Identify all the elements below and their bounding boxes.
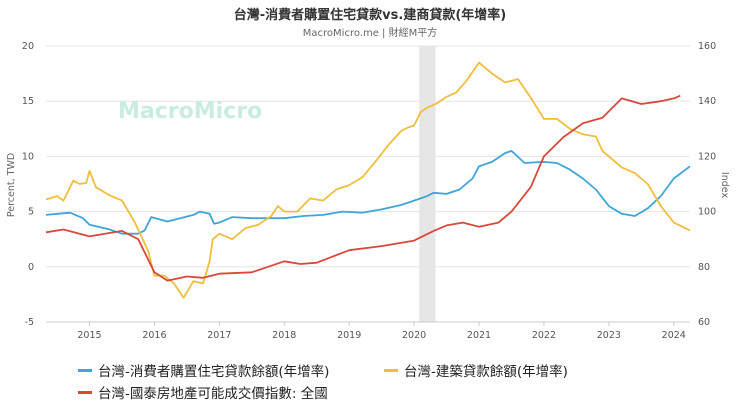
left-axis-title: Percent, TWD <box>6 153 17 217</box>
right-tick-label: 100 <box>698 207 716 218</box>
gridlines <box>46 45 690 323</box>
right-tick-label: 160 <box>698 41 716 52</box>
series-line-consumer <box>45 150 691 235</box>
x-axis-ticks: 2015 2016 2017 2018 2019 2020 2021 2022 2023 2024 <box>46 321 690 341</box>
chart-title: 台灣-消費者購置住宅貸款vs.建商貸款(年增率) <box>233 8 507 23</box>
right-tick-label: 120 <box>698 151 716 162</box>
legend-label-construction: 台灣-建築貸款餘額(年增率) <box>404 364 568 380</box>
legend-item-construction[interactable]: 台灣-建築貸款餘額(年增率) <box>384 360 568 380</box>
x-tick-label: 2023 <box>597 330 621 341</box>
right-axis-title: Index <box>719 172 730 199</box>
series-lines <box>45 61 691 299</box>
legend-label-consumer: 台灣-消費者購置住宅貸款餘額(年增率) <box>98 364 330 380</box>
chart-source: MacroMicro.me | 財經M平方 <box>302 28 438 39</box>
left-tick-label: 5 <box>28 207 34 218</box>
x-tick-label: 2021 <box>467 330 491 341</box>
legend-label-index: 台灣-國泰房地產可能成交價指數: 全國 <box>98 386 328 402</box>
left-tick-label: 20 <box>22 41 34 52</box>
legend-swatch-consumer <box>78 368 92 372</box>
x-tick-label: 2018 <box>272 330 296 341</box>
shaded-period <box>419 46 436 322</box>
watermark: MacroMicro <box>118 99 262 124</box>
right-tick-label: 140 <box>698 96 716 107</box>
left-tick-label: 0 <box>28 262 34 273</box>
x-tick-label: 2016 <box>142 330 166 341</box>
left-tick-label: 10 <box>22 151 34 162</box>
right-axis-ticks: 60 80 100 120 140 160 <box>698 41 716 328</box>
x-tick-label: 2019 <box>337 330 361 341</box>
x-tick-label: 2020 <box>402 330 426 341</box>
left-tick-label: -5 <box>25 317 34 328</box>
x-tick-label: 2024 <box>662 330 686 341</box>
right-tick-label: 60 <box>698 317 710 328</box>
left-tick-label: 15 <box>22 96 34 107</box>
right-tick-label: 80 <box>698 262 710 273</box>
legend-item-consumer[interactable]: 台灣-消費者購置住宅貸款餘額(年增率) <box>78 360 329 380</box>
legend-swatch-construction <box>384 368 398 372</box>
x-tick-label: 2015 <box>77 330 101 341</box>
left-axis-ticks: -5 0 5 10 15 20 <box>22 41 34 328</box>
legend-item-index[interactable]: 台灣-國泰房地產可能成交價指數: 全國 <box>78 382 328 402</box>
shaded-region <box>419 46 436 322</box>
series-line-construction <box>45 61 691 299</box>
x-tick-label: 2017 <box>207 330 231 341</box>
legend-swatch-index <box>78 390 92 394</box>
series-line-index <box>45 94 681 282</box>
x-tick-label: 2022 <box>532 330 556 341</box>
